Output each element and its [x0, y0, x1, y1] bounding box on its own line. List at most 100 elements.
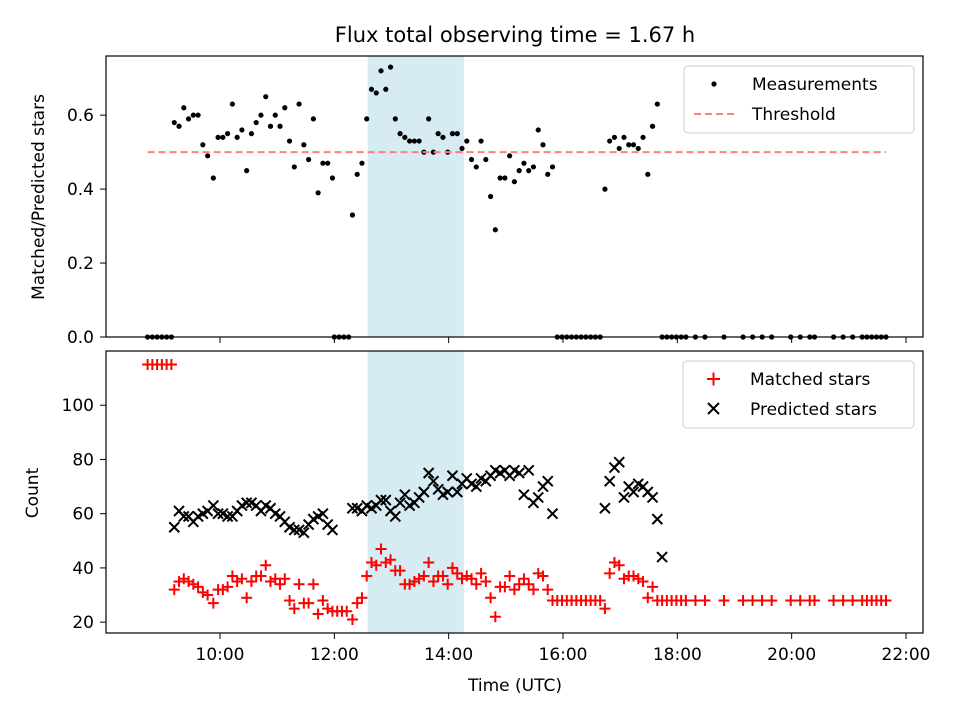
- measurement-point: [253, 119, 259, 126]
- measurement-point: [397, 131, 403, 137]
- matched-stars-point: [594, 594, 606, 606]
- matched-stars-point: [284, 594, 296, 606]
- measurement-point: [487, 193, 494, 200]
- y-tick-label: 60: [72, 505, 94, 525]
- matched-stars-point: [542, 584, 554, 596]
- x-tick-label: 18:00: [653, 645, 702, 665]
- legend-threshold-label: Threshold: [751, 105, 836, 125]
- legend-matched-label: Matched stars: [750, 370, 870, 390]
- matched-stars-point: [260, 559, 272, 571]
- measurement-point: [630, 142, 637, 148]
- measurement-point: [329, 175, 336, 181]
- matched-stars-point: [269, 573, 281, 585]
- measurement-point: [185, 116, 192, 122]
- predicted-stars-point: [646, 491, 659, 504]
- measurement-point: [267, 123, 274, 129]
- predicted-stars-point: [207, 499, 220, 512]
- measurement-point: [545, 171, 551, 177]
- measurement-point: [272, 112, 278, 118]
- measurement-point: [530, 164, 537, 170]
- measurement-point: [468, 156, 475, 163]
- measurement-point: [368, 86, 375, 92]
- measurement-point: [540, 142, 546, 148]
- measurement-point: [411, 138, 417, 144]
- predicted-stars-point: [298, 526, 310, 539]
- measurement-point: [521, 160, 527, 166]
- x-tick-label: 12:00: [310, 645, 359, 665]
- measurement-point: [392, 116, 398, 122]
- bottom-panel: 20 40 60 80 100 10:00 12:00 14:00 16:00 18:00 20:…: [23, 350, 931, 696]
- matched-stars-point: [226, 570, 238, 582]
- matched-stars-point: [446, 562, 458, 574]
- matched-stars-point: [168, 584, 180, 596]
- measurement-point: [190, 112, 196, 118]
- matched-stars-point: [499, 581, 511, 593]
- matched-stars-point: [809, 594, 821, 606]
- predicted-stars-point: [422, 467, 435, 479]
- matched-stars-point: [837, 594, 849, 606]
- measurement-point: [516, 168, 522, 174]
- predicted-stars-point: [522, 464, 535, 477]
- matched-stars-point: [508, 584, 520, 596]
- matched-stars-point: [274, 578, 286, 590]
- matched-stars-point: [480, 575, 492, 587]
- predicted-stars-point: [513, 467, 525, 479]
- top-x-axis-ticks: [219, 337, 907, 343]
- predicted-stars-point: [651, 513, 664, 525]
- matched-stars-point: [466, 573, 478, 585]
- measurement-point: [640, 134, 646, 140]
- predicted-stars-point: [542, 475, 554, 487]
- matched-stars-point: [527, 584, 539, 596]
- matched-stars-point: [489, 611, 501, 623]
- measurement-point: [626, 142, 632, 148]
- matched-stars-point: [192, 581, 204, 593]
- measurement-point: [244, 168, 250, 174]
- matched-stars-point: [375, 543, 387, 555]
- measurement-point: [258, 112, 264, 118]
- matched-stars-point: [351, 597, 363, 609]
- measurement-point: [200, 142, 206, 148]
- predicted-stars-point: [288, 524, 301, 536]
- predicted-stars-point: [532, 491, 544, 504]
- matched-stars-point: [737, 594, 749, 606]
- measurement-point: [263, 94, 269, 100]
- legend-measurements-label: Measurements: [752, 75, 878, 95]
- matched-stars-point: [207, 597, 219, 609]
- predicted-stars-point: [346, 502, 359, 514]
- measurement-point: [416, 138, 422, 144]
- predicted-stars-point: [618, 491, 630, 504]
- y-tick-label: 0.4: [67, 180, 94, 200]
- bottom-y-axis: 20 40 60 80 100: [62, 396, 106, 633]
- matched-stars-point: [307, 578, 319, 590]
- measurement-point: [373, 90, 379, 96]
- matched-stars-point: [637, 575, 649, 587]
- matched-stars-point: [202, 589, 214, 601]
- predicted-stars-point: [178, 510, 190, 523]
- matched-stars-point: [642, 592, 654, 604]
- predicted-stars-point: [389, 510, 402, 523]
- top-plot-marks: [144, 64, 889, 340]
- matched-stars-point: [680, 594, 692, 606]
- predicted-stars-point: [380, 494, 392, 506]
- predicted-stars-point: [656, 551, 668, 563]
- predicted-stars-point: [451, 486, 463, 498]
- measurement-point: [511, 179, 518, 185]
- matched-stars-point: [513, 578, 525, 590]
- matched-stars-point: [245, 575, 257, 587]
- measurement-point: [478, 138, 484, 144]
- y-tick-label: 80: [72, 450, 94, 470]
- measurement-point: [549, 164, 556, 170]
- measurement-point: [464, 138, 470, 144]
- top-observing-span: [367, 56, 464, 337]
- measurement-point: [310, 116, 316, 122]
- measurement-point: [459, 145, 465, 152]
- matched-stars-point: [165, 359, 177, 371]
- matched-stars-point: [427, 575, 439, 587]
- measurement-point: [426, 116, 432, 122]
- measurement-point: [602, 186, 608, 192]
- matched-stars-point: [293, 578, 305, 590]
- top-legend: Measurements Threshold: [683, 65, 915, 134]
- matched-stars-point: [747, 594, 759, 606]
- measurement-point: [349, 212, 356, 218]
